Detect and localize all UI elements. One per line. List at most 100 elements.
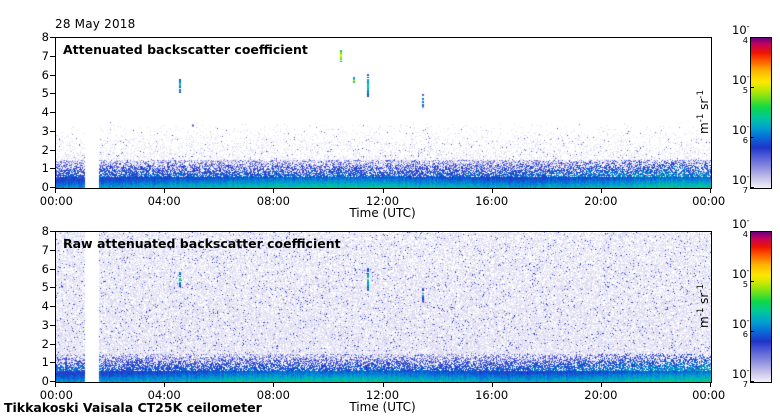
- colorbar-panel1: m-1 sr-1 10-7 10-6 10-5 10-4: [696, 22, 780, 194]
- y-tick-label: 1: [41, 161, 49, 176]
- x-tick-label: 00:00: [692, 194, 726, 208]
- colorbar-tick-label: 10-4: [732, 215, 750, 240]
- colorbar-gradient-panel2: [750, 231, 772, 383]
- y-tick-label: 0: [41, 180, 49, 194]
- x-tick-mark: [273, 188, 275, 193]
- x-tick-mark: [273, 382, 275, 387]
- y-tick-label: 5: [41, 280, 49, 295]
- y-tick-mark: [50, 381, 55, 382]
- y-tick-mark: [50, 130, 55, 132]
- colorbar-tick-mark: [750, 187, 754, 188]
- x-tick-mark: [55, 188, 56, 193]
- x-tick-mark: [382, 188, 384, 193]
- y-tick-mark: [50, 37, 55, 38]
- x-tick-label: 08:00: [256, 388, 290, 402]
- heatmap-canvas-panel2: [56, 232, 711, 382]
- x-tick-label: 20:00: [584, 388, 618, 402]
- y-tick-mark: [50, 93, 55, 95]
- y-tick-label: 8: [41, 30, 49, 44]
- y-tick-mark: [50, 287, 55, 289]
- y-tick-mark: [50, 55, 55, 57]
- y-tick-label: 6: [41, 261, 49, 276]
- x-tick-label: 04:00: [147, 194, 181, 208]
- y-tick-label: 7: [41, 48, 49, 63]
- plot-panel-attenuated-backscatter[interactable]: Attenuated backscatter coefficient: [55, 37, 712, 189]
- x-tick-mark: [710, 188, 711, 193]
- x-tick-label: 00:00: [692, 388, 726, 402]
- plot-panel-raw-attenuated-backscatter[interactable]: Raw attenuated backscatter coefficient: [55, 231, 712, 383]
- x-tick-mark: [55, 382, 56, 387]
- y-tick-mark: [50, 249, 55, 251]
- y-tick-mark: [50, 149, 55, 151]
- colorbar-tick-label: 10-6: [732, 315, 750, 340]
- y-tick-mark: [50, 343, 55, 345]
- y-tick-label: 3: [41, 123, 49, 138]
- colorbar-tick-label: 10-7: [732, 365, 750, 390]
- y-axis-panel2: 012345678Height (km): [0, 224, 55, 388]
- x-tick-mark: [600, 382, 602, 387]
- y-tick-label: 6: [41, 67, 49, 82]
- x-tick-mark: [491, 188, 493, 193]
- x-tick-label: 00:00: [39, 388, 73, 402]
- y-tick-mark: [50, 268, 55, 270]
- colorbar-tick-label: 10-5: [732, 265, 750, 290]
- colorbar-tick-label: 10-7: [732, 171, 750, 196]
- y-tick-mark: [50, 187, 55, 188]
- colorbar-tick-label: 10-4: [732, 21, 750, 46]
- x-tick-label: 04:00: [147, 388, 181, 402]
- x-axis-panel1: Time (UTC) 00:00 04:00 08:00 12:00 16:00 20:0…: [40, 188, 725, 220]
- y-tick-label: 5: [41, 86, 49, 101]
- x-tick-label: 12:00: [365, 388, 400, 402]
- x-tick-mark: [164, 382, 166, 387]
- colorbar-tick-mark: [750, 137, 754, 138]
- x-tick-label: 16:00: [475, 194, 509, 208]
- panel1-title: Attenuated backscatter coefficient: [63, 42, 308, 57]
- x-tick-label: 16:00: [475, 388, 509, 402]
- y-tick-label: 4: [41, 105, 49, 119]
- x-axis-label-panel2: Time (UTC): [349, 400, 416, 414]
- y-tick-label: 1: [41, 355, 49, 370]
- y-tick-label: 8: [41, 224, 49, 238]
- colorbar-tick-mark: [750, 381, 754, 382]
- x-tick-mark: [382, 382, 384, 387]
- x-axis-label-panel1: Time (UTC): [349, 206, 416, 220]
- colorbar-label-panel1: m-1 sr-1: [696, 90, 711, 134]
- y-tick-mark: [50, 231, 55, 232]
- y-tick-mark: [50, 362, 55, 364]
- colorbar-tick-label: 10-5: [732, 71, 750, 96]
- heatmap-canvas-panel1: [56, 38, 711, 188]
- x-tick-mark: [710, 382, 711, 387]
- y-tick-label: 4: [41, 299, 49, 313]
- x-tick-mark: [164, 188, 166, 193]
- y-tick-mark: [50, 168, 55, 170]
- x-tick-label: 12:00: [365, 194, 400, 208]
- y-tick-label: 0: [41, 374, 49, 388]
- footer-caption: Tikkakoski Vaisala CT25K ceilometer: [4, 400, 262, 415]
- y-axis-panel1: 012345678Height (km): [0, 30, 55, 194]
- colorbar-tick-mark: [750, 37, 754, 38]
- colorbar-panel2: m-1 sr-1 10-7 10-6 10-5 10-4: [696, 216, 780, 388]
- x-axis-panel2: Time (UTC) 00:00 04:00 08:00 12:00 16:00 20:0…: [40, 382, 725, 414]
- colorbar-tick-mark: [750, 331, 754, 332]
- x-tick-label: 00:00: [39, 194, 73, 208]
- y-tick-mark: [50, 74, 55, 76]
- colorbar-tick-mark: [750, 281, 754, 282]
- y-tick-label: 3: [41, 317, 49, 332]
- colorbar-tick-label: 10-6: [732, 121, 750, 146]
- y-tick-mark: [50, 324, 55, 326]
- y-tick-mark: [50, 306, 55, 307]
- colorbar-tick-mark: [750, 231, 754, 232]
- y-tick-label: 2: [41, 336, 49, 351]
- x-tick-mark: [600, 188, 602, 193]
- colorbar-gradient-panel1: [750, 37, 772, 189]
- x-tick-mark: [491, 382, 493, 387]
- panel2-title: Raw attenuated backscatter coefficient: [63, 236, 341, 251]
- y-tick-label: 7: [41, 242, 49, 257]
- x-tick-label: 20:00: [584, 194, 618, 208]
- date-label: 28 May 2018: [55, 17, 136, 31]
- y-tick-label: 2: [41, 142, 49, 157]
- y-tick-mark: [50, 112, 55, 113]
- colorbar-tick-mark: [750, 87, 754, 88]
- x-tick-label: 08:00: [256, 194, 290, 208]
- colorbar-label-panel2: m-1 sr-1: [696, 284, 711, 328]
